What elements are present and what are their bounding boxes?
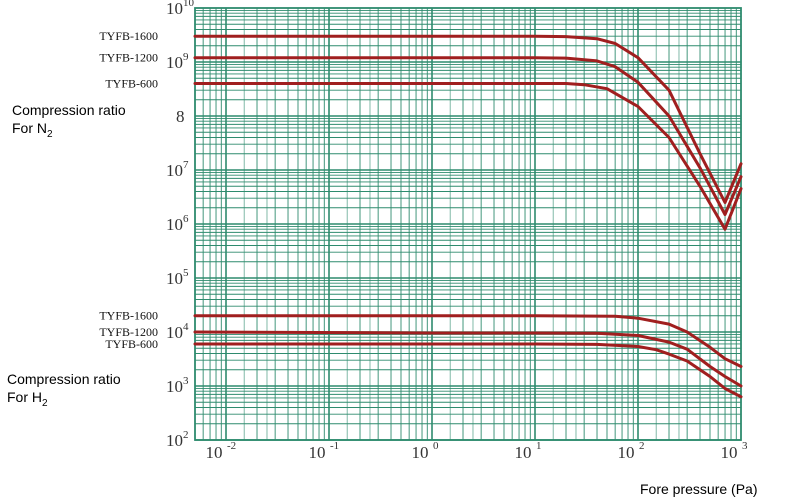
x-tick-label: 10 -2	[206, 440, 237, 462]
h2-axis-label-line2: For H2	[7, 388, 121, 413]
x-tick-mantissa: 10	[412, 443, 429, 462]
x-tick-mantissa: 10	[206, 443, 223, 462]
series-label-n2-tyfb-1600: TYFB-1600	[99, 29, 158, 43]
x-tick-exponent: 2	[639, 440, 645, 452]
n2-axis-label-line2: For N2	[12, 119, 126, 144]
grid	[194, 8, 741, 441]
plot-border	[194, 7, 742, 441]
series-label-h2-tyfb-1200: TYFB-1200	[99, 325, 158, 339]
series-labels: TYFB-1600TYFB-1200TYFB-600TYFB-1600TYFB-…	[99, 29, 158, 351]
y-tick-exponent: 10	[183, 0, 195, 9]
h2-axis-label: Compression ratio For H2	[7, 370, 121, 413]
x-tick-label: 10 1	[515, 440, 542, 462]
h2-axis-label-prefix: For H	[7, 389, 42, 405]
y-tick-label: 10 2	[166, 429, 189, 450]
y-tick-label: 10 6	[166, 213, 189, 234]
x-tick-mantissa: 10	[515, 443, 532, 462]
h2-axis-label-line1: Compression ratio	[7, 371, 121, 387]
x-tick-label: 10 3	[721, 440, 749, 462]
y-tick-exponent: 6	[183, 213, 189, 225]
y-tick-label: 10 9	[166, 51, 189, 72]
y-tick-mantissa: 10	[166, 431, 183, 450]
x-tick-mantissa: 10	[721, 443, 738, 462]
y-tick-mantissa: 10	[166, 377, 183, 396]
y-tick-mantissa: 10	[166, 161, 183, 180]
x-tick-label: 10 -1	[309, 440, 340, 462]
series-line-h2-tyfb-1200	[193, 330, 743, 388]
series-line-h2-tyfb-600	[193, 342, 743, 399]
y-tick-label: 10 3	[166, 375, 189, 396]
series-line-n2-tyfb-1600	[193, 34, 743, 204]
x-tick-exponent: 1	[536, 440, 542, 452]
series-label-n2-tyfb-1200: TYFB-1200	[99, 51, 158, 65]
series-label-h2-tyfb-600: TYFB-600	[105, 337, 158, 351]
y-tick-exponent: 4	[183, 321, 189, 333]
y-tick-mantissa: 10	[166, 53, 183, 72]
y-tick-label: 10 7	[166, 159, 189, 180]
y-tick-exponent: 3	[183, 375, 189, 387]
x-axis-label: Fore pressure (Pa)	[640, 481, 758, 497]
series-label-h2-tyfb-1600: TYFB-1600	[99, 309, 158, 323]
y-tick-exponent: 9	[183, 51, 189, 63]
y-tick-mantissa: 10	[166, 269, 183, 288]
x-tick-exponent: -2	[227, 440, 236, 452]
x-tick-label: 10 0	[412, 440, 440, 462]
h2-axis-label-sub: 2	[42, 397, 48, 409]
x-tick-mantissa: 10	[309, 443, 326, 462]
x-tick-exponent: 3	[742, 440, 748, 452]
y-tick-label: 10 5	[166, 267, 189, 288]
y-tick-exponent: 2	[183, 429, 189, 441]
n2-axis-label-sub: 2	[47, 128, 53, 140]
y-tick-mantissa: 10	[166, 215, 183, 234]
y-tick-mantissa: 10	[166, 323, 183, 342]
series-line-h2-tyfb-1600	[193, 314, 743, 368]
curves	[193, 34, 743, 399]
y-tick-mantissa: 10	[166, 0, 183, 18]
x-tick-exponent: 0	[433, 440, 439, 452]
plot-frame	[194, 7, 742, 441]
series-line-n2-tyfb-600	[193, 82, 743, 231]
y-tick-label: 10 10	[166, 0, 195, 18]
x-tick-mantissa: 10	[618, 443, 635, 462]
y-tick-exponent: 8	[176, 107, 185, 126]
y-tick-exponent: 7	[183, 159, 189, 171]
x-tick-label: 10 2	[618, 440, 645, 462]
y-tick-label: 8	[176, 107, 185, 126]
series-label-n2-tyfb-600: TYFB-600	[105, 76, 158, 90]
series-line-n2-tyfb-1200	[193, 56, 743, 216]
n2-axis-label-line1: Compression ratio	[12, 102, 126, 118]
y-tick-exponent: 5	[183, 267, 189, 279]
n2-axis-label: Compression ratio For N2	[12, 101, 126, 144]
n2-axis-label-prefix: For N	[12, 120, 47, 136]
tick-labels: 10 -2 10 -1 10 0 10 1 10 2 10 310 210 310 410 510 610 781…	[166, 0, 748, 462]
y-tick-label: 10 4	[166, 321, 189, 342]
x-tick-exponent: -1	[330, 440, 339, 452]
